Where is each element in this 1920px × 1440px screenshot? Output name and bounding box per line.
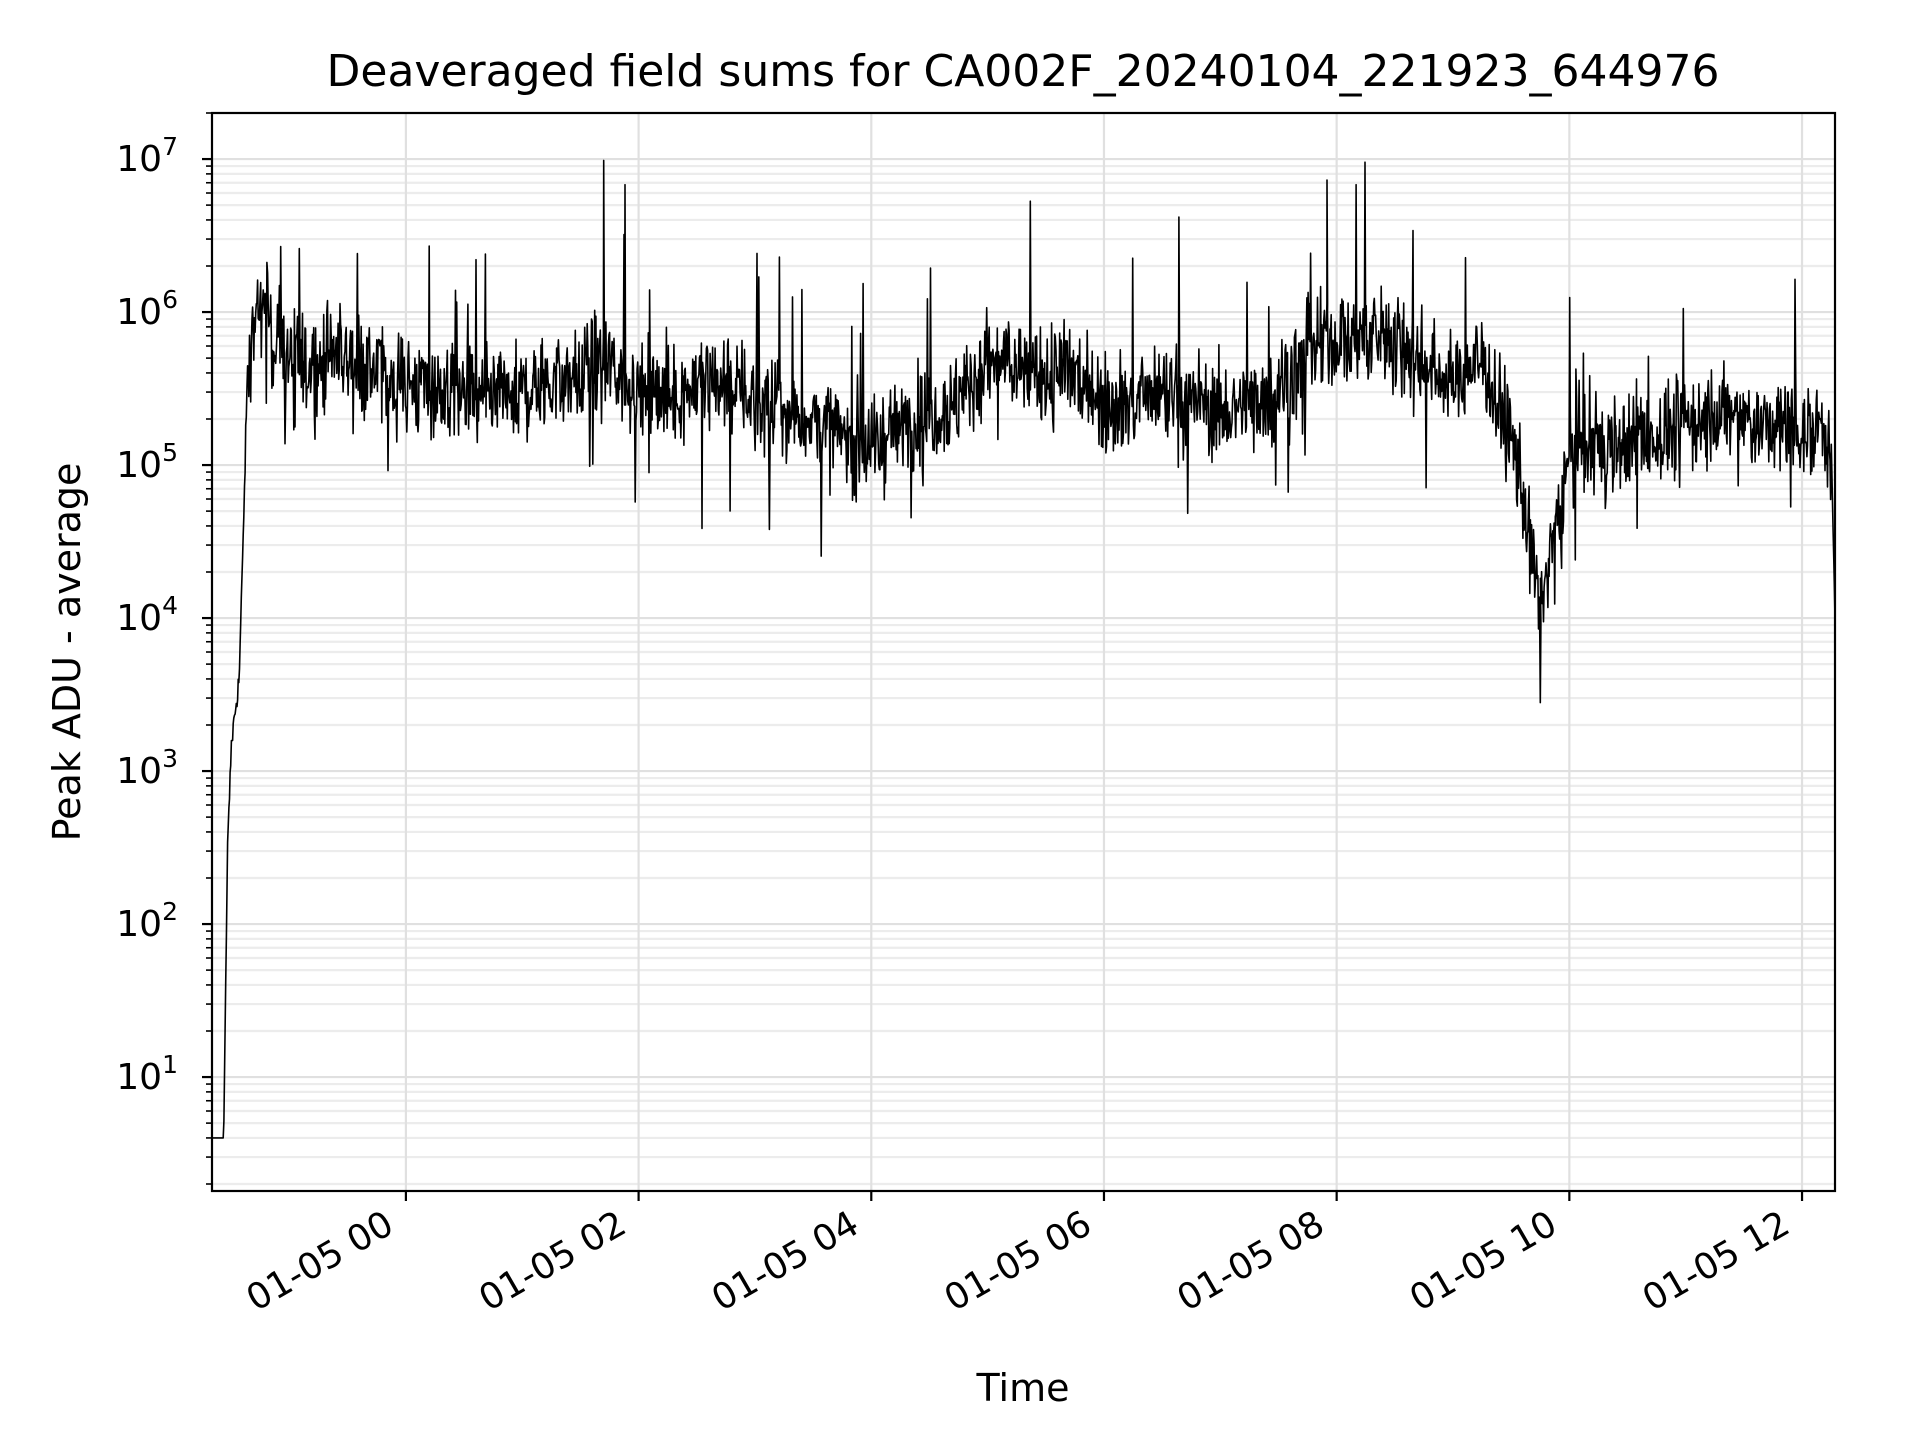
x-axis-label: Time bbox=[976, 1366, 1070, 1410]
y-tick-label: 106 bbox=[116, 285, 178, 333]
y-tick-label: 102 bbox=[116, 897, 178, 945]
y-tick-label: 107 bbox=[116, 132, 178, 180]
grid-lines bbox=[212, 111, 1835, 1191]
y-tick-label: 104 bbox=[116, 591, 178, 639]
chart-title: Deaveraged field sums for CA002F_2024010… bbox=[327, 46, 1720, 97]
series-line bbox=[211, 159, 1836, 1139]
y-tick-label: 105 bbox=[116, 438, 178, 486]
y-tick-label: 103 bbox=[116, 744, 178, 792]
y-tick-label: 101 bbox=[116, 1050, 178, 1098]
series-layer bbox=[211, 159, 1836, 1139]
y-axis-label: Peak ADU - average bbox=[45, 463, 89, 842]
